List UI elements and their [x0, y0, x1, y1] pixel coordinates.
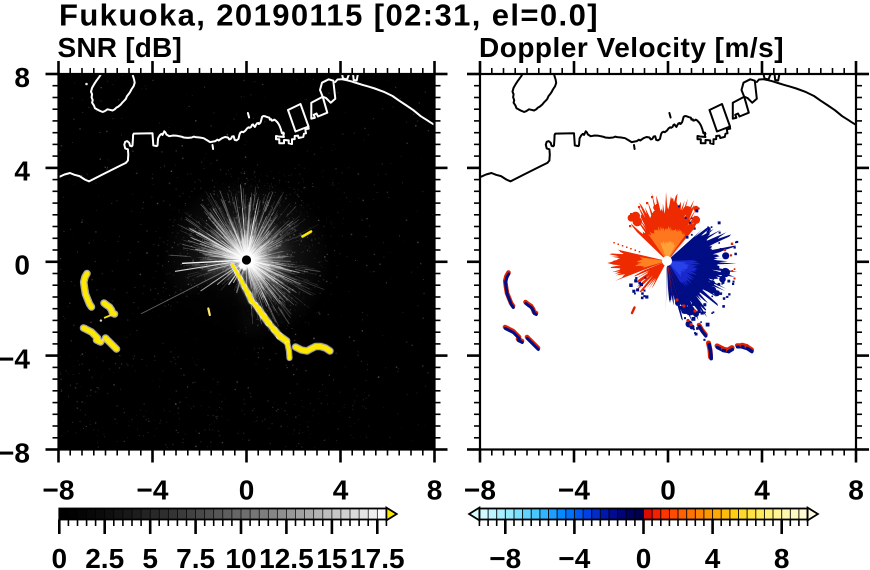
svg-text:0: 0: [636, 543, 652, 570]
svg-text:−4: −4: [558, 543, 590, 570]
svg-text:4: 4: [333, 475, 349, 506]
svg-text:Fukuoka, 20190115 [02:31, el=0: Fukuoka, 20190115 [02:31, el=0.0]: [59, 0, 599, 33]
svg-text:8: 8: [848, 475, 864, 506]
svg-text:8: 8: [427, 475, 443, 506]
svg-text:4: 4: [705, 543, 721, 570]
svg-text:0: 0: [660, 475, 676, 506]
svg-text:0: 0: [14, 250, 30, 281]
svg-text:10: 10: [225, 543, 256, 570]
svg-text:−8: −8: [0, 437, 30, 468]
svg-text:15: 15: [316, 543, 347, 570]
svg-text:5: 5: [142, 543, 158, 570]
svg-text:17.5: 17.5: [350, 543, 405, 570]
svg-text:−4: −4: [137, 475, 169, 506]
svg-text:−4: −4: [0, 343, 30, 374]
svg-text:8: 8: [14, 62, 30, 93]
svg-text:2.5: 2.5: [85, 543, 124, 570]
svg-text:Doppler Velocity [m/s]: Doppler Velocity [m/s]: [479, 32, 784, 63]
svg-text:0: 0: [52, 543, 68, 570]
svg-text:−4: −4: [558, 475, 590, 506]
svg-text:0: 0: [239, 475, 255, 506]
svg-text:12.5: 12.5: [259, 543, 314, 570]
svg-text:7.5: 7.5: [176, 543, 215, 570]
svg-text:−8: −8: [464, 475, 496, 506]
svg-text:SNR [dB]: SNR [dB]: [58, 32, 182, 63]
svg-text:8: 8: [774, 543, 790, 570]
svg-text:−8: −8: [489, 543, 521, 570]
svg-text:4: 4: [14, 156, 30, 187]
svg-text:4: 4: [754, 475, 770, 506]
svg-text:−8: −8: [43, 475, 75, 506]
